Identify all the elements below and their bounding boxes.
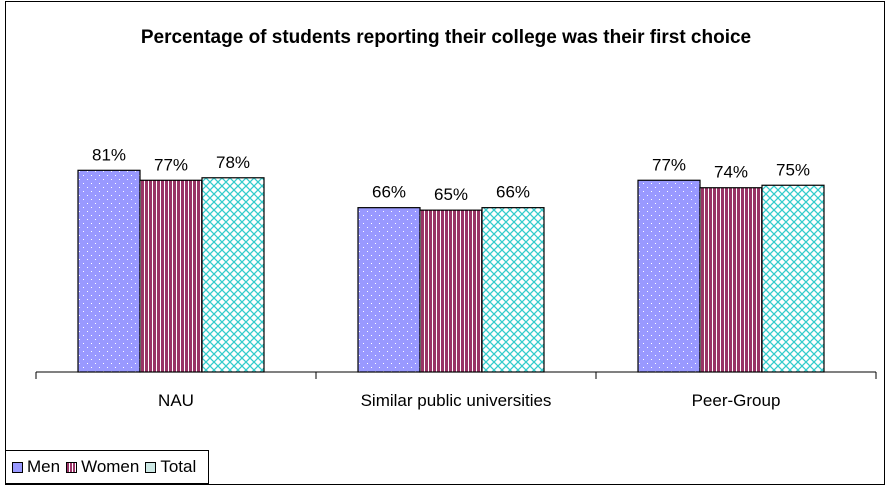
bar-men [357, 207, 421, 373]
legend-label-men: Men [27, 457, 61, 476]
x-tick-label: Peer-Group [692, 391, 781, 410]
chart-legend: Men Women Total [6, 450, 210, 484]
chart-frame: Percentage of students reporting their c… [5, 1, 885, 485]
legend-swatch-men [12, 461, 23, 473]
data-label-men: 77% [652, 155, 686, 174]
bar-women [699, 187, 763, 373]
bar-total [761, 184, 825, 373]
bar-women [139, 179, 203, 373]
bar-women [419, 209, 483, 373]
legend-label-women: Women [81, 457, 140, 476]
legend-swatch-total [145, 461, 157, 473]
legend-item-men: Men [12, 457, 60, 477]
chart-plot: NAU Similar public universities Peer-Group… [35, 145, 877, 410]
data-label-total: 75% [776, 160, 810, 179]
data-label-women: 74% [714, 163, 748, 182]
data-label-total: 66% [496, 183, 530, 202]
legend-swatch-women [66, 461, 78, 473]
data-label-men: 81% [92, 145, 126, 164]
legend-label-total: Total [160, 457, 197, 476]
x-tick-label: NAU [158, 391, 194, 410]
bar-total [201, 177, 265, 373]
x-tick-label: Similar public universities [361, 391, 552, 410]
data-label-men: 66% [372, 183, 406, 202]
bar-men [637, 179, 701, 373]
data-label-women: 65% [434, 185, 468, 204]
chart-title: Percentage of students reporting their c… [140, 27, 752, 48]
legend-item-women: Women [66, 457, 139, 477]
bar-men [77, 169, 141, 373]
bar-total [481, 207, 545, 373]
data-label-total: 78% [216, 153, 250, 172]
data-label-women: 77% [154, 155, 188, 174]
legend-item-total: Total [145, 457, 196, 477]
